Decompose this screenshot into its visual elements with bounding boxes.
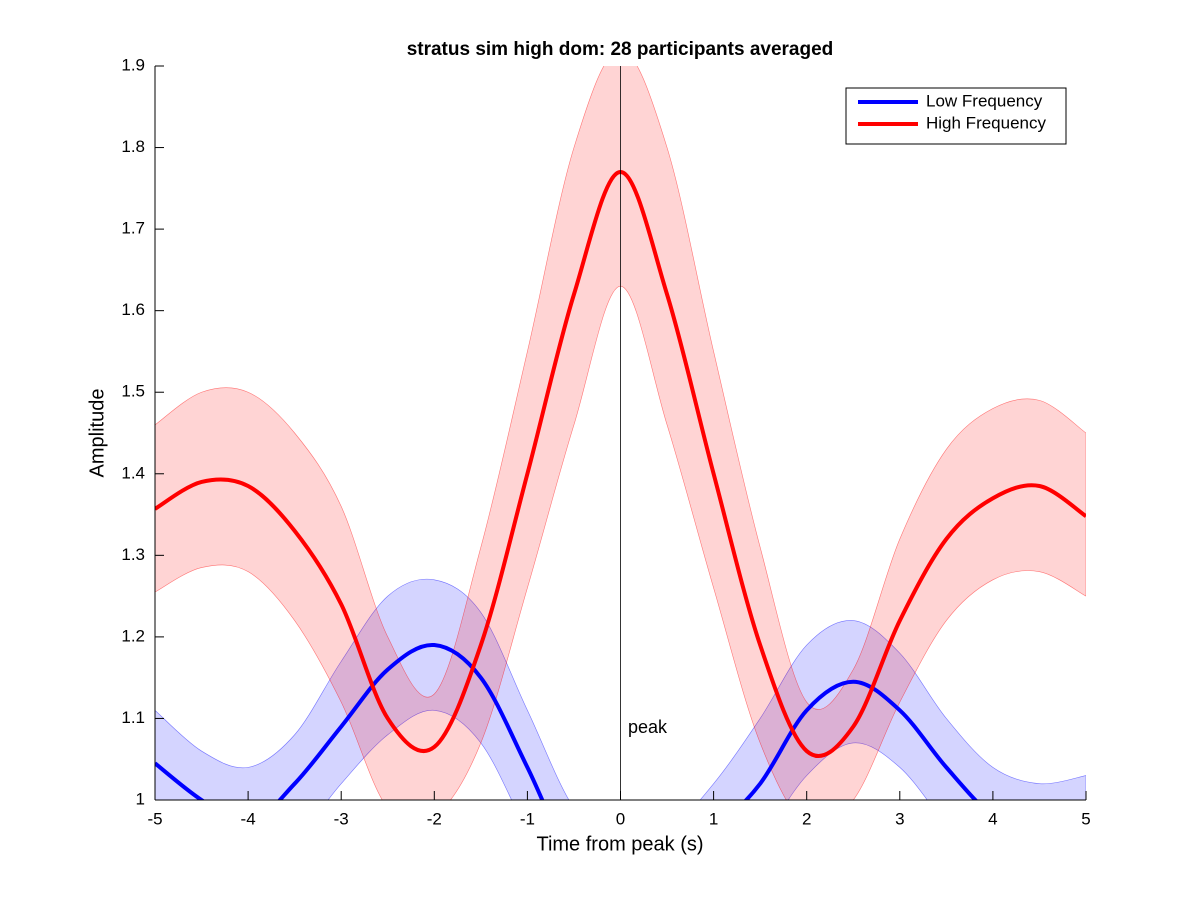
- x-axis-label: Time from peak (s): [536, 833, 703, 855]
- axes: peak -5 -4 -3 -2 -1 0 1 2 3 4 5 1 1.1 1.2 1.3 1.4 1.5 1.6 1…: [121, 55, 1090, 828]
- legend-label: Low Frequency: [926, 91, 1043, 110]
- annotation: peak: [628, 717, 668, 737]
- x-tick-label: 0: [616, 809, 625, 828]
- y-tick-label: 1: [136, 789, 145, 808]
- y-tick-label: 1.8: [121, 137, 145, 156]
- x-tick-label: 3: [895, 809, 904, 828]
- x-tick-label: -3: [334, 809, 349, 828]
- y-tick-label: 1.9: [121, 55, 145, 74]
- y-tick-label: 1.2: [121, 626, 145, 645]
- y-axis-label: Amplitude: [86, 389, 108, 478]
- x-tick-label: -2: [427, 809, 442, 828]
- x-tick-label: 5: [1081, 809, 1090, 828]
- x-tick-label: -1: [520, 809, 535, 828]
- y-tick-label: 1.1: [121, 708, 145, 727]
- y-tick-label: 1.3: [121, 545, 145, 564]
- y-tick-label: 1.6: [121, 300, 145, 319]
- x-tick-label: 4: [988, 809, 997, 828]
- y-tick-label: 1.4: [121, 463, 145, 482]
- x-tick-label: 1: [709, 809, 718, 828]
- y-tick-label: 1.5: [121, 382, 145, 401]
- legend-box: [845, 87, 1067, 145]
- x-tick-label: -4: [241, 809, 256, 828]
- legend-label: High Frequency: [926, 113, 1047, 132]
- x-tick-label: -5: [147, 809, 162, 828]
- chart-title: stratus sim high dom: 28 participants av…: [407, 39, 834, 60]
- y-tick-label: 1.7: [121, 219, 145, 238]
- x-tick-label: 2: [802, 809, 811, 828]
- data-line: [155, 643, 979, 800]
